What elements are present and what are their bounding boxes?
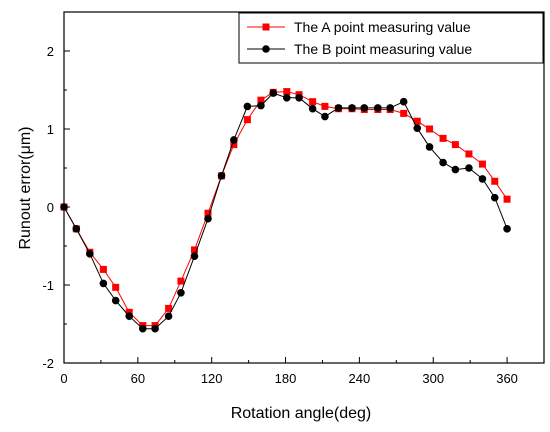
data-point	[490, 193, 499, 202]
data-point	[230, 141, 238, 149]
data-point	[269, 89, 278, 97]
data-point	[399, 97, 408, 106]
data-point	[86, 250, 94, 258]
x-axis-title: Rotation angle(deg)	[231, 405, 372, 422]
legend-label: The A point measuring value	[294, 19, 471, 35]
y-axis-title: Runout error(μm)	[17, 126, 34, 249]
legend-box	[238, 12, 544, 64]
legend: The A point measuring value The B point m…	[238, 12, 544, 64]
series-layer	[60, 88, 511, 333]
y-tick-label: -2	[42, 356, 54, 371]
x-tick-label: 60	[131, 371, 145, 386]
legend-swatch-marker	[262, 23, 270, 31]
data-point	[386, 104, 394, 112]
data-point	[374, 104, 382, 112]
y-tick-label: 1	[47, 122, 54, 137]
data-point	[282, 94, 291, 102]
data-point	[60, 203, 68, 211]
data-point	[426, 125, 434, 133]
data-point	[243, 116, 251, 124]
x-tick-label: 0	[60, 371, 67, 386]
data-point	[439, 134, 447, 142]
data-point	[257, 101, 265, 110]
data-point	[125, 312, 134, 321]
data-point	[243, 102, 252, 111]
legend-label: The B point measuring value	[294, 41, 472, 57]
series-b	[60, 89, 511, 333]
legend-swatch-marker	[262, 45, 270, 53]
data-point	[478, 175, 487, 183]
data-point	[190, 246, 198, 254]
data-point	[451, 141, 459, 149]
data-point	[165, 304, 173, 312]
data-point	[257, 96, 265, 104]
data-point	[439, 158, 447, 167]
data-point	[177, 277, 185, 285]
data-point	[125, 308, 133, 316]
data-point	[360, 104, 369, 112]
data-point	[348, 104, 356, 112]
x-tick-label: 120	[201, 371, 223, 386]
data-point	[400, 109, 408, 117]
data-point	[217, 172, 226, 180]
series-line	[63, 92, 508, 330]
series-line	[63, 91, 508, 327]
data-point	[283, 88, 291, 96]
data-point	[503, 195, 511, 203]
data-point	[204, 209, 212, 217]
y-tick-label: 2	[47, 44, 54, 59]
plot-frame	[63, 11, 545, 364]
data-point	[99, 265, 107, 273]
data-point	[204, 214, 212, 223]
data-point	[465, 150, 473, 158]
x-tick-label: 180	[275, 371, 297, 386]
data-point	[111, 296, 120, 305]
data-point	[478, 160, 486, 168]
data-point	[99, 279, 108, 288]
data-point	[425, 143, 434, 151]
data-point	[413, 117, 421, 125]
data-point	[321, 102, 329, 110]
data-point	[230, 136, 238, 144]
data-point	[503, 225, 511, 233]
data-point	[295, 94, 303, 102]
y-tick-label: 0	[47, 200, 54, 215]
legend-entry: The B point measuring value	[247, 41, 472, 57]
data-point	[72, 225, 81, 233]
data-point	[309, 98, 317, 106]
data-point	[413, 124, 422, 133]
data-point	[190, 252, 199, 260]
data-point	[138, 324, 147, 333]
data-point	[112, 283, 120, 291]
data-point	[321, 112, 329, 121]
legend-entry: The A point measuring value	[247, 19, 471, 35]
x-tick-label: 300	[422, 371, 444, 386]
y-tick-label: -1	[42, 278, 54, 293]
data-point	[491, 177, 499, 185]
plot-area	[63, 11, 545, 364]
data-point	[308, 104, 317, 113]
x-tick-label: 360	[496, 371, 518, 386]
data-point	[164, 312, 173, 321]
data-point	[451, 165, 460, 174]
data-point	[465, 164, 473, 172]
data-point	[177, 289, 185, 297]
data-point	[334, 104, 343, 112]
data-point	[151, 324, 159, 333]
series-a	[60, 88, 511, 330]
axes: 0 60 120 180 240 300 360 -2 -1 0 1 2	[42, 11, 545, 386]
x-tick-label: 240	[349, 371, 371, 386]
